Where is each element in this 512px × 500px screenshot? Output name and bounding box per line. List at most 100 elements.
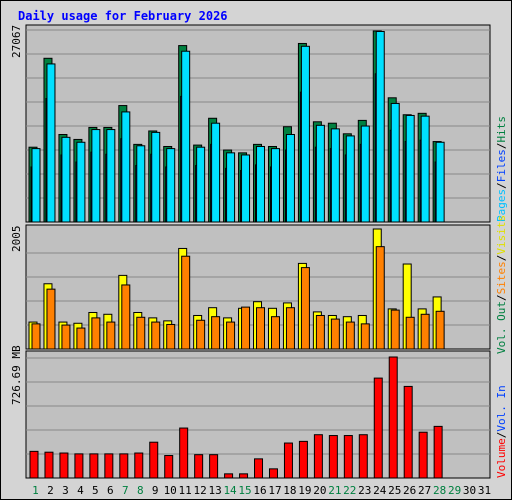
bar-sites-day-15 [241,306,251,350]
bar-pages-day-18 [285,133,295,223]
bar-volume-day-15 [239,473,249,479]
bar-sites-day-20 [315,314,325,350]
x-tick-day-21: 21 [328,484,341,497]
x-tick-day-24: 24 [373,484,387,497]
legend-vol-out: Vol. Out [495,301,508,354]
bar-pages-day-8 [136,145,146,223]
bar-volume-day-23 [358,434,368,479]
x-tick-day-1: 1 [32,484,39,497]
bar-pages-day-7 [121,111,131,223]
bar-volume-day-18 [283,442,293,479]
bar-pages-day-26 [405,114,415,223]
legend-visits: Visits [495,215,508,255]
x-tick-day-17: 17 [268,484,281,497]
legend-vol-in: Vol. In [495,385,508,431]
x-tick-day-31: 31 [478,484,491,497]
bar-pages-day-5 [91,129,101,223]
bar-sites-day-16 [256,307,266,350]
x-tick-day-26: 26 [403,484,416,497]
legend-separator: / [495,432,508,439]
legend-separator: / [495,294,508,301]
bar-sites-day-22 [345,321,355,350]
bar-volume-day-13 [209,454,219,479]
series-volume [29,356,443,479]
x-tick-day-5: 5 [92,484,99,497]
bar-pages-day-19 [300,45,310,223]
panel-visits [25,224,491,350]
bar-sites-day-27 [420,313,430,350]
x-tick-day-19: 19 [298,484,311,497]
x-tick-day-12: 12 [194,484,207,497]
bar-pages-day-28 [435,141,445,223]
bar-pages-day-10 [166,148,176,223]
x-tick-day-14: 14 [223,484,237,497]
bar-pages-day-6 [106,129,116,223]
bar-volume-day-27 [418,431,428,479]
bar-pages-day-25 [390,102,400,223]
legend-volume: Volume [495,438,508,478]
bar-pages-day-1 [31,148,41,223]
x-tick-day-28: 28 [433,484,446,497]
bar-sites-day-12 [196,319,206,350]
bar-pages-day-9 [151,131,161,223]
x-axis-day-labels: 1 2 3 4 5 6 7 8 9 10 11 12 13 14 15 16 17 18 19 20 21 22 23 24 2… [32,484,491,497]
x-tick-day-7: 7 [122,484,129,497]
x-tick-day-30: 30 [463,484,476,497]
bar-pages-day-15 [241,154,251,223]
y-max-label-volume: 726.69 MB [10,345,23,405]
side-legend-middle: Vol. Out/Sites/Visits [495,215,508,354]
x-tick-day-4: 4 [77,484,84,497]
bar-volume-day-3 [59,452,69,479]
bar-pages-day-20 [315,124,325,223]
x-tick-day-2: 2 [47,484,54,497]
legend-separator: / [495,143,508,150]
bar-sites-day-11 [181,255,191,350]
bar-sites-day-23 [360,323,370,350]
bar-volume-day-5 [89,453,99,479]
bar-sites-day-10 [166,323,176,350]
bar-pages-day-14 [226,152,236,223]
legend-separator: / [495,255,508,262]
bar-volume-day-16 [254,458,264,479]
x-tick-day-20: 20 [313,484,326,497]
panel-hits [25,24,491,223]
bar-volume-day-17 [268,468,278,479]
legend-separator: / [495,182,508,189]
bar-volume-day-4 [74,453,84,479]
bar-sites-day-5 [91,317,101,350]
x-tick-day-13: 13 [208,484,221,497]
bar-sites-day-13 [211,316,221,350]
x-tick-day-29: 29 [448,484,461,497]
y-max-label-visits: 2005 [10,226,23,253]
bar-pages-day-21 [330,128,340,223]
bar-pages-day-12 [196,146,206,223]
bar-sites-day-18 [285,307,295,350]
bar-pages-day-13 [211,122,221,223]
x-tick-day-25: 25 [388,484,401,497]
x-tick-day-27: 27 [418,484,431,497]
bar-sites-day-1 [31,323,41,350]
bar-pages-day-4 [76,141,86,223]
side-legend-bottom-text: Volume/Vol. In [495,385,508,478]
chart-title: Daily usage for February 2026 [18,9,228,23]
bar-sites-day-9 [151,321,161,350]
series-sites [31,246,445,350]
bar-sites-day-19 [300,267,310,350]
bar-volume-day-25 [388,356,398,479]
legend-sites: Sites [495,261,508,294]
chart-panels [25,24,491,479]
side-legend-bottom: Volume/Vol. In [495,385,508,478]
bar-volume-day-12 [194,454,204,479]
bar-sites-day-2 [46,288,56,350]
legend-files: Files [495,149,508,182]
panel-volume [25,350,491,479]
bar-pages-day-2 [46,63,56,223]
bar-sites-day-24 [375,246,385,350]
bar-volume-day-14 [224,473,234,479]
side-legend-top: Pages/Files/Hits [495,116,508,222]
series-pages [31,30,445,223]
x-tick-day-15: 15 [238,484,251,497]
bar-volume-day-26 [403,385,413,479]
bar-pages-day-16 [256,145,266,223]
